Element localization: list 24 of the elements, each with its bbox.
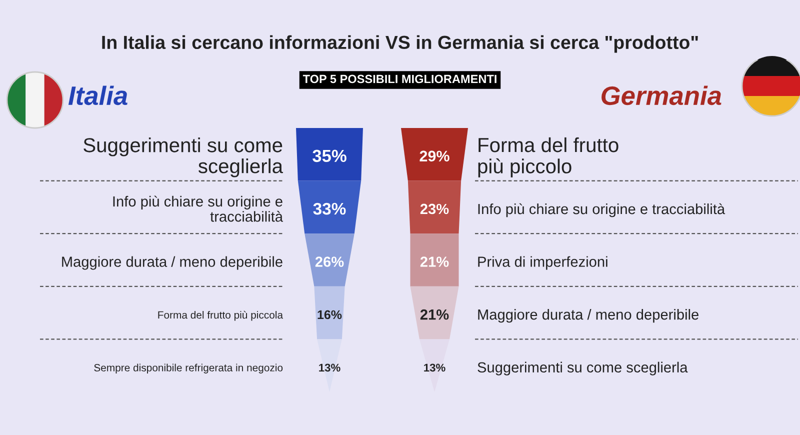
category-label: Forma del frutto più piccola <box>158 310 284 321</box>
data-label: 23% <box>420 204 449 214</box>
category-label: Priva di imperfezioni <box>478 256 608 270</box>
category-label: Suggerimenti su come sceglierla <box>84 138 284 178</box>
data-label: 16% <box>318 310 342 320</box>
data-label: 35% <box>312 150 346 162</box>
category-label: Maggiore durata / meno deperibile <box>478 309 698 323</box>
data-label: 29% <box>420 150 450 162</box>
category-label: Info più chiare su origine e tracciabilità <box>113 196 284 222</box>
category-label: Suggerimenti su come sceglierla <box>478 362 688 376</box>
category-label: Sempre disponibile refrigerata in negozio <box>94 364 283 374</box>
category-label: Forma del frutto più piccolo <box>478 137 618 178</box>
text: TOP 5 POSSIBILI MIGLIORAMENTI <box>302 74 496 84</box>
text: Italia <box>68 86 128 106</box>
category-label: Info più chiare su origine e tracciabilità <box>478 203 726 218</box>
category-label: Maggiore durata / meno deperibile <box>62 256 282 270</box>
data-label: 33% <box>313 202 346 215</box>
data-label: 21% <box>420 256 449 267</box>
data-label: 13% <box>424 364 446 372</box>
data-label: 21% <box>420 309 449 320</box>
text: In Italia si cercano informazioni VS in Germania si cerca "prodotto" <box>102 35 698 53</box>
data-label: 26% <box>315 256 344 267</box>
text: Germania <box>602 86 722 106</box>
data-label: 13% <box>319 364 340 372</box>
